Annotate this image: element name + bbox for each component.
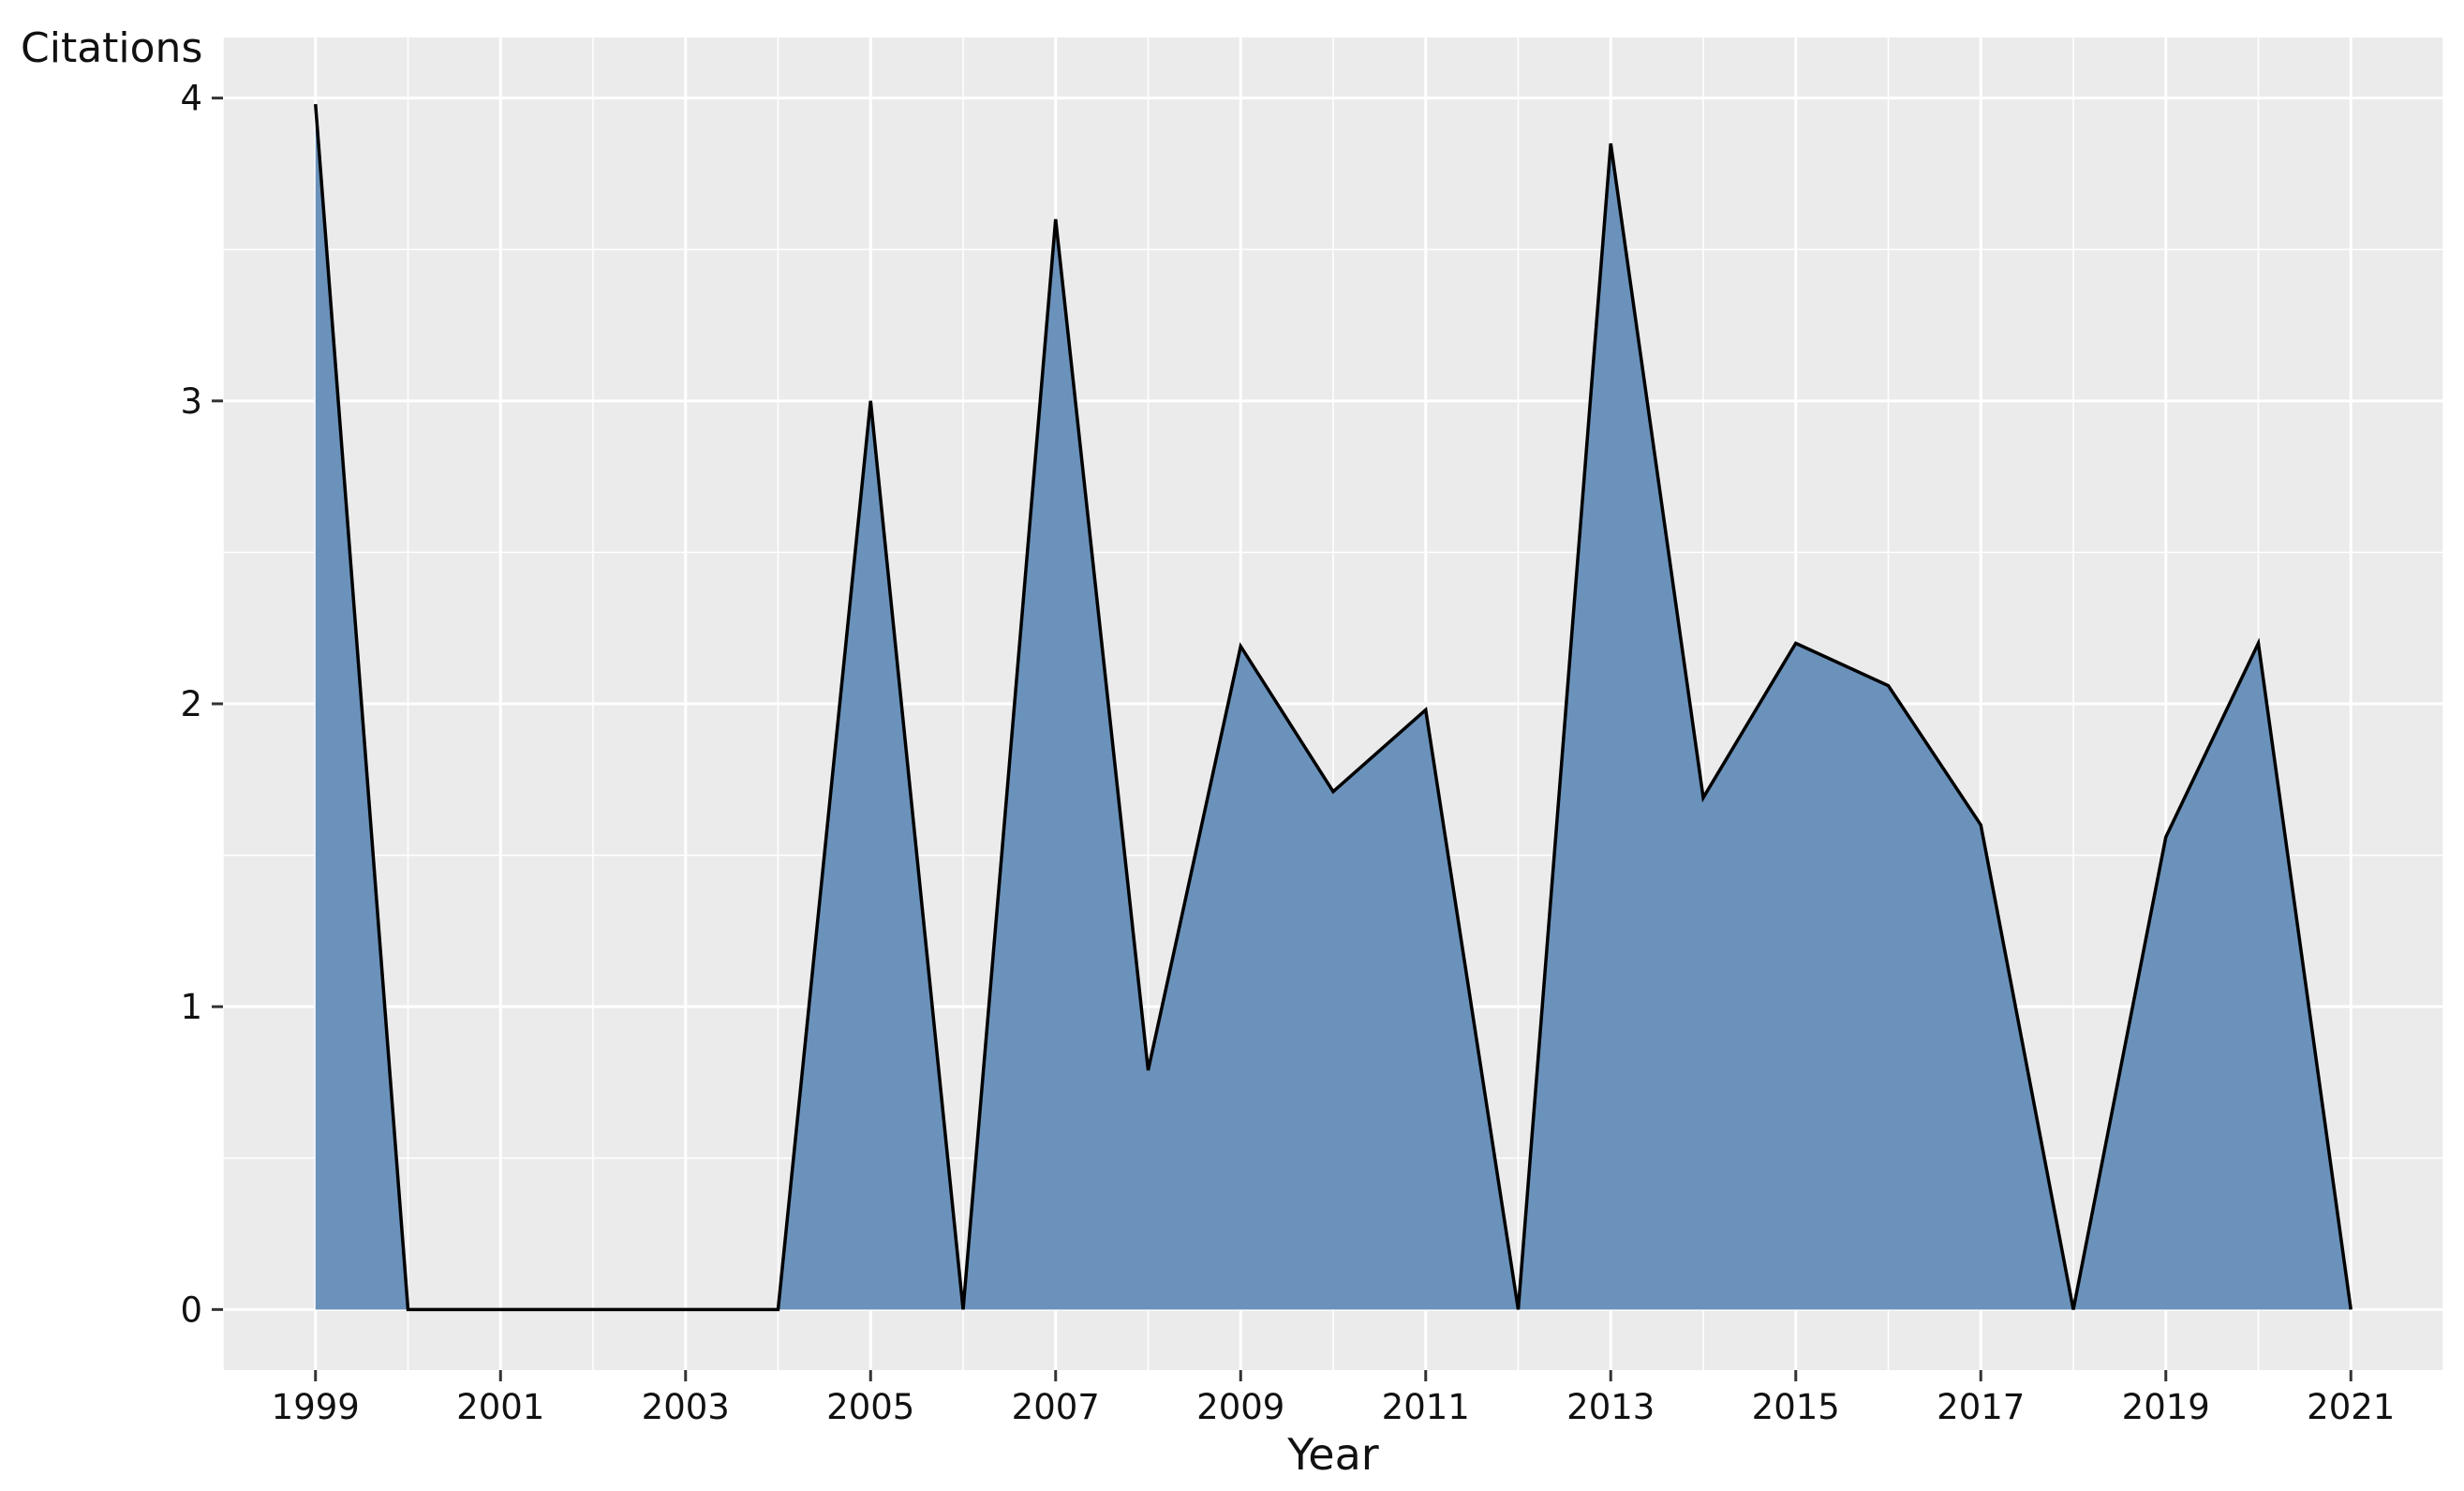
y-axis-ticks: 0 1 2 3 4 <box>180 79 223 1330</box>
x-tick-label: 2015 <box>1752 1387 1840 1427</box>
x-tick-label: 2009 <box>1196 1387 1284 1427</box>
y-tick-label: 1 <box>180 987 202 1027</box>
x-tick-label: 2005 <box>826 1387 914 1427</box>
x-axis-ticks: 1999 2001 2003 2005 2007 2009 2011 2013 2015 2017… <box>272 1370 2395 1427</box>
area-fill <box>315 104 2352 1310</box>
y-tick-label: 2 <box>180 684 202 724</box>
x-tick-label: 2019 <box>2122 1387 2210 1427</box>
y-tick-label: 3 <box>180 381 202 422</box>
x-tick-label: 2011 <box>1382 1387 1470 1427</box>
y-axis-title: Citations <box>21 24 202 72</box>
x-tick-label: 2007 <box>1012 1387 1100 1427</box>
x-tick-label: 2013 <box>1566 1387 1655 1427</box>
x-tick-label: 2017 <box>1937 1387 2025 1427</box>
x-axis-title: Year <box>1286 1429 1378 1480</box>
x-tick-label: 2003 <box>642 1387 730 1427</box>
x-tick-label: 2021 <box>2307 1387 2395 1427</box>
y-tick-label: 4 <box>180 79 202 119</box>
series-line <box>314 103 2353 1312</box>
x-tick-label: 2001 <box>456 1387 544 1427</box>
x-tick-label: 1999 <box>272 1387 360 1427</box>
y-tick-label: 0 <box>180 1290 202 1330</box>
